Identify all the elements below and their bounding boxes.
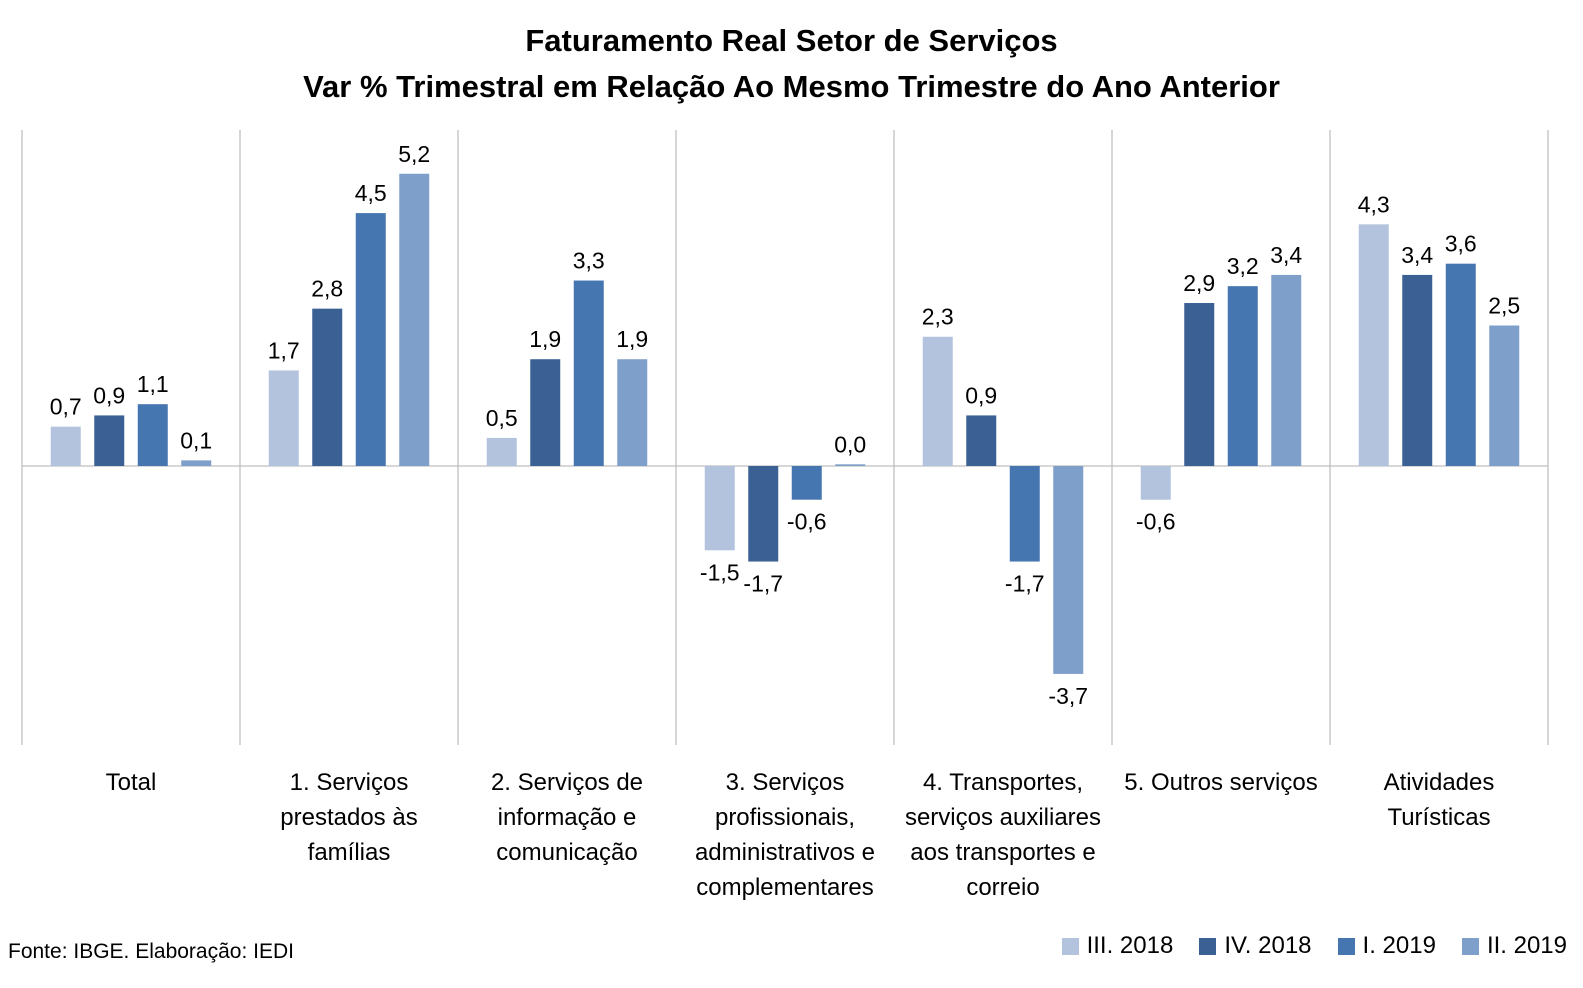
data-label: 1,9 xyxy=(529,326,561,352)
category-label-line: 3. Serviços xyxy=(725,769,845,796)
data-label: -0,6 xyxy=(787,509,827,535)
bar xyxy=(1009,466,1040,562)
legend: III. 2018 IV. 2018 I. 2019 II. 2019 xyxy=(1061,932,1567,960)
data-label: 0,0 xyxy=(834,431,866,457)
data-label: 0,9 xyxy=(965,382,997,408)
category-label: 1. Serviços prestados às famílias xyxy=(240,765,458,870)
legend-swatch xyxy=(1199,937,1217,955)
data-label: 3,6 xyxy=(1445,231,1477,257)
bar xyxy=(617,359,648,466)
data-label: 3,2 xyxy=(1227,253,1259,279)
chart-title-line1: Faturamento Real Setor de Serviços xyxy=(525,23,1058,58)
legend-item: III. 2018 xyxy=(1061,932,1174,960)
data-label: 1,9 xyxy=(616,326,648,352)
category-label-line: complementares xyxy=(696,874,874,901)
bar xyxy=(1489,325,1520,466)
legend-label: IV. 2018 xyxy=(1224,932,1312,959)
bar xyxy=(312,308,343,466)
legend-label: III. 2018 xyxy=(1086,932,1174,959)
data-label: 4,3 xyxy=(1358,191,1390,217)
chart-title: Faturamento Real Setor de Serviços Var %… xyxy=(0,18,1583,110)
bar xyxy=(835,464,866,466)
bar xyxy=(1184,303,1215,466)
data-label: 1,1 xyxy=(137,371,169,397)
category-label-line: Atividades xyxy=(1383,769,1495,796)
data-label: 0,7 xyxy=(50,394,82,420)
category-label-line: informação e xyxy=(497,804,637,831)
category-label: Total xyxy=(22,765,240,800)
source-note: Fonte: IBGE. Elaboração: IEDI xyxy=(8,940,294,963)
chart-subtitle: Var % Trimestral em Relação Ao Mesmo Tri… xyxy=(303,69,1280,104)
legend-label: I. 2019 xyxy=(1362,932,1436,959)
data-label: 2,3 xyxy=(922,304,954,330)
bar xyxy=(966,415,997,466)
legend-item: I. 2019 xyxy=(1337,932,1436,960)
category-label-line: aos transportes e xyxy=(910,839,1096,866)
category-label-line: prestados às xyxy=(280,804,418,831)
bar xyxy=(1271,274,1302,466)
data-label: -0,6 xyxy=(1136,509,1176,535)
legend-swatch xyxy=(1461,937,1479,955)
data-label: 0,5 xyxy=(486,405,518,431)
category-label-line: 4. Transportes, xyxy=(922,769,1084,796)
data-label: 3,3 xyxy=(573,248,605,274)
bar xyxy=(573,280,604,466)
bar xyxy=(704,466,735,551)
bar xyxy=(1358,224,1389,466)
bar xyxy=(1227,286,1258,466)
category-label: 5. Outros serviços xyxy=(1112,765,1330,800)
legend-swatch xyxy=(1061,937,1079,955)
category-label-line: famílias xyxy=(307,839,391,866)
category-label-line: serviços auxiliares xyxy=(904,804,1102,831)
bar xyxy=(355,213,386,466)
bar xyxy=(137,404,168,466)
bar xyxy=(1445,263,1476,466)
category-label-line: 1. Serviços xyxy=(289,769,409,796)
bar xyxy=(530,359,561,466)
category-label-line: 2. Serviços de xyxy=(490,769,644,796)
data-label: 3,4 xyxy=(1270,242,1302,268)
category-label-line: correio xyxy=(966,874,1040,901)
legend-swatch xyxy=(1337,937,1355,955)
data-label: 3,4 xyxy=(1401,242,1433,268)
data-label: 0,1 xyxy=(180,427,212,453)
category-label: Atividades Turísticas xyxy=(1330,765,1548,835)
bar xyxy=(50,426,81,466)
legend-item: IV. 2018 xyxy=(1199,932,1312,960)
bar xyxy=(486,437,517,466)
bar xyxy=(791,466,822,500)
bar xyxy=(1402,274,1433,466)
bar xyxy=(922,336,953,466)
category-label-line: administrativos e xyxy=(694,839,876,866)
data-label: -1,7 xyxy=(1005,571,1045,597)
category-label-line: comunicação xyxy=(496,839,638,866)
data-label: -3,7 xyxy=(1048,683,1088,709)
bar xyxy=(94,415,125,466)
bar xyxy=(1053,466,1084,674)
data-label: 1,7 xyxy=(268,337,300,363)
data-label: 2,5 xyxy=(1488,293,1520,319)
data-label: 2,8 xyxy=(311,276,343,302)
data-label: -1,5 xyxy=(700,559,740,585)
category-label: 4. Transportes, serviços auxiliares aos tr… xyxy=(894,765,1112,905)
category-label-line: profissionais, xyxy=(714,804,856,831)
legend-label: II. 2019 xyxy=(1486,932,1567,959)
category-label-line: Total xyxy=(105,769,157,796)
data-label: 4,5 xyxy=(355,180,387,206)
category-label: 3. Serviços profissionais, administrativos… xyxy=(676,765,894,905)
data-label: 0,9 xyxy=(93,382,125,408)
legend-item: II. 2019 xyxy=(1461,932,1567,960)
bar xyxy=(748,466,779,562)
data-label: -1,7 xyxy=(743,571,783,597)
bar xyxy=(268,370,299,466)
bar xyxy=(399,173,430,466)
category-label: 2. Serviços de informação e comunicação xyxy=(458,765,676,870)
category-label-line: 5. Outros serviços xyxy=(1124,769,1318,796)
bar xyxy=(181,460,212,466)
data-label: 2,9 xyxy=(1183,270,1215,296)
category-label-line: Turísticas xyxy=(1387,804,1491,831)
bar xyxy=(1140,466,1171,500)
data-label: 5,2 xyxy=(398,141,430,167)
